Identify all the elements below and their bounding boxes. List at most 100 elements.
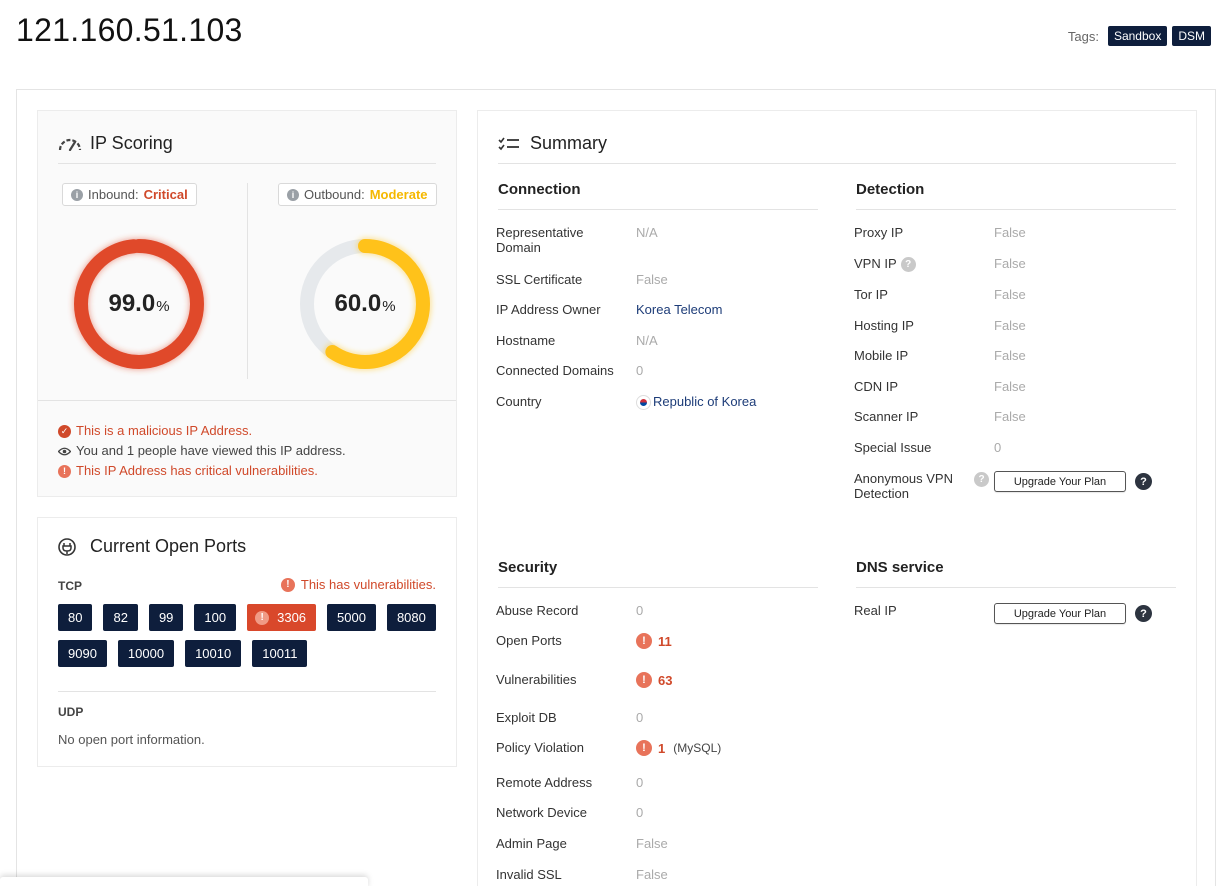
tag-sandbox[interactable]: Sandbox — [1107, 26, 1168, 46]
port-badge[interactable]: 80 — [58, 604, 93, 631]
outbound-label: Outbound: — [304, 187, 365, 202]
help-icon[interactable]: ? — [1135, 605, 1152, 622]
inbound-gauge: 99.0% — [64, 229, 214, 379]
vulnerabilities-note: ! This IP Address has critical vulnerabi… — [58, 461, 346, 481]
alert-circle-icon: ! — [280, 577, 295, 592]
row-value: N/A — [636, 225, 658, 240]
tags-bar: Tags: Sandbox DSM — [1068, 26, 1211, 46]
ip-scoring-title: IP Scoring — [90, 133, 173, 153]
row-value: False — [994, 409, 1026, 424]
note-text: This is a malicious IP Address. — [76, 423, 253, 438]
vulnerability-note-text: This has vulnerabilities. — [300, 577, 436, 592]
port-badge-vulnerable[interactable]: ! 3306 — [247, 604, 317, 631]
row-value: 0 — [636, 710, 644, 725]
divider — [856, 587, 1176, 588]
plug-icon — [58, 537, 82, 556]
inbound-pill: i Inbound: Critical — [62, 183, 197, 206]
outbound-level: Moderate — [369, 187, 428, 202]
divider — [38, 400, 456, 401]
inbound-score: i Inbound: Critical 99.0% — [62, 183, 252, 370]
korea-flag-icon — [636, 395, 651, 411]
help-icon[interactable]: ? — [1135, 473, 1152, 490]
tag-dsm[interactable]: DSM — [1172, 26, 1211, 46]
row-key: Remote Address — [496, 775, 593, 790]
row-value: 11 — [658, 633, 672, 649]
port-badge[interactable]: 5000 — [327, 604, 376, 631]
row-key: Policy Violation — [496, 740, 584, 755]
note-text: This IP Address has critical vulnerabili… — [76, 463, 318, 478]
summary-title: Summary — [530, 133, 608, 153]
port-badge[interactable]: 10010 — [185, 640, 242, 667]
tcp-port-list: 80 82 99 100 ! 3306 5000 8080 9090 10000… — [58, 604, 448, 667]
row-value: 0 — [994, 440, 1002, 455]
inbound-label: Inbound: — [88, 187, 139, 202]
alert-circle-icon: ! — [636, 672, 652, 688]
upgrade-plan-button[interactable]: Upgrade Your Plan — [994, 471, 1126, 492]
alert-circle-icon: ! — [636, 740, 652, 756]
divider — [498, 587, 818, 588]
detection-title: Detection — [856, 181, 925, 198]
security-title: Security — [498, 559, 558, 576]
udp-empty-message: No open port information. — [58, 732, 205, 747]
dns-title: DNS service — [856, 559, 944, 576]
row-key: Hostname — [496, 333, 556, 348]
port-badge[interactable]: 100 — [194, 604, 237, 631]
alert-circle-icon: ! — [255, 610, 270, 625]
ip-scoring-header: IP Scoring — [58, 133, 173, 154]
row-key: Representative Domain — [496, 225, 584, 255]
outbound-gauge: 60.0% — [290, 229, 440, 379]
row-key: Exploit DB — [496, 710, 557, 725]
row-key: Special Issue — [854, 440, 932, 455]
vulnerabilities-count[interactable]: ! 63 — [636, 672, 672, 688]
scoring-notes: ✓ This is a malicious IP Address. You an… — [58, 421, 346, 481]
row-value: N/A — [636, 333, 658, 348]
page-title: 121.160.51.103 — [16, 12, 243, 48]
port-badge[interactable]: 99 — [148, 604, 184, 631]
row-value: False — [994, 318, 1026, 333]
port-badge[interactable]: 10011 — [252, 640, 308, 667]
info-icon: i — [287, 188, 299, 201]
row-key: Hosting IP — [854, 318, 914, 333]
row-key-text: VPN IP — [854, 256, 897, 271]
country-link[interactable]: Republic of Korea — [636, 394, 756, 411]
alert-circle-icon: ! — [58, 464, 71, 478]
row-key: Scanner IP — [854, 409, 919, 424]
row-key: Anonymous VPN Detection — [854, 471, 953, 501]
row-value: False — [636, 272, 668, 287]
open-ports-panel: Current Open Ports TCP ! This has vulner… — [37, 517, 457, 767]
row-key: Proxy IP — [854, 225, 904, 240]
connection-title: Connection — [498, 181, 581, 198]
eye-icon — [58, 445, 71, 458]
port-badge[interactable]: 10000 — [117, 640, 175, 667]
udp-label: UDP — [58, 705, 84, 719]
divider — [498, 209, 818, 210]
row-value: False — [994, 225, 1026, 240]
upgrade-plan-button[interactable]: Upgrade Your Plan — [994, 603, 1126, 624]
tcp-label: TCP — [58, 579, 82, 593]
row-key: Open Ports — [496, 633, 562, 648]
help-icon[interactable]: ? — [900, 257, 916, 273]
row-key: Vulnerabilities — [496, 672, 577, 687]
alert-circle-icon: ! — [636, 633, 652, 649]
ip-owner-link[interactable]: Korea Telecom — [636, 302, 723, 317]
views-note: You and 1 people have viewed this IP add… — [58, 441, 346, 461]
policy-violation-count[interactable]: ! 1 (MySQL) — [636, 740, 721, 756]
inbound-score-value: 99.0 — [108, 290, 156, 317]
row-value: 0 — [636, 775, 644, 790]
row-key: Invalid SSL — [496, 867, 562, 882]
row-key: Real IP — [854, 603, 897, 618]
port-badge[interactable]: 8080 — [386, 604, 436, 631]
port-badge[interactable]: 82 — [103, 604, 138, 631]
note-text: You and 1 people have viewed this IP add… — [76, 443, 346, 458]
help-icon[interactable]: ? — [974, 472, 989, 487]
row-key: Network Device — [496, 805, 588, 820]
row-value: False — [994, 256, 1026, 271]
row-key: SSL Certificate — [496, 272, 583, 287]
port-badge[interactable]: 9090 — [58, 640, 107, 667]
row-key: VPN IP? — [854, 256, 984, 273]
row-value: 0 — [636, 805, 644, 820]
row-key: Country — [496, 394, 542, 409]
row-value: False — [994, 379, 1026, 394]
open-ports-count[interactable]: ! 11 — [636, 633, 672, 649]
row-value: False — [636, 867, 668, 882]
